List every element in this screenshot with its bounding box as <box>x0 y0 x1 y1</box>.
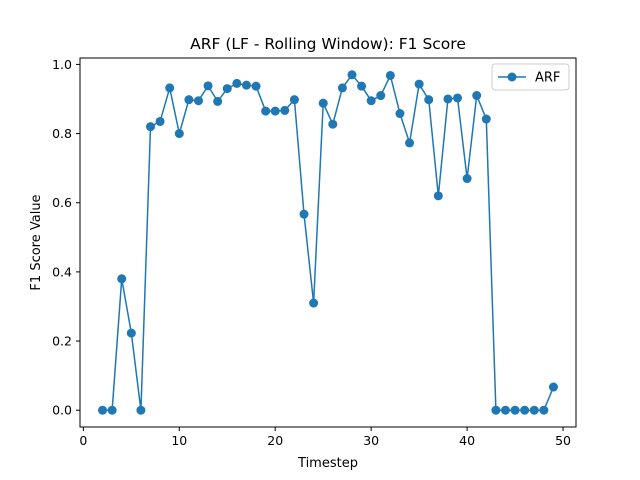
data-point <box>165 83 175 93</box>
y-tick-label: 1.0 <box>52 57 72 72</box>
data-point <box>232 78 242 88</box>
data-point <box>117 274 127 284</box>
data-point <box>424 95 434 105</box>
series-line <box>102 74 555 411</box>
data-point <box>414 79 424 89</box>
data-point <box>222 84 232 94</box>
data-point <box>376 91 386 101</box>
data-point <box>347 70 357 80</box>
data-point <box>481 114 491 124</box>
data-point <box>280 105 290 115</box>
x-tick-label: 0 <box>79 433 87 448</box>
chart-title: ARF (LF - Rolling Window): F1 Score <box>190 35 466 53</box>
x-tick-label: 40 <box>459 433 475 448</box>
data-point <box>251 81 261 91</box>
legend: ARF <box>491 63 570 91</box>
y-axis: 0.0 0.2 0.4 0.6 0.8 1.0 <box>52 57 80 418</box>
data-point <box>98 405 108 415</box>
data-point <box>146 122 156 132</box>
axes-frame <box>79 57 577 428</box>
data-point <box>174 129 184 139</box>
data-point <box>270 106 280 116</box>
data-point <box>261 106 271 116</box>
data-point <box>155 116 165 126</box>
data-point <box>500 405 510 415</box>
x-tick-label: 10 <box>171 433 187 448</box>
data-point <box>241 80 251 90</box>
y-tick-label: 0.4 <box>52 264 72 279</box>
y-tick-label: 0.0 <box>52 403 72 418</box>
data-point <box>328 119 338 129</box>
data-point <box>433 191 443 201</box>
legend-marker-swatch <box>507 72 517 82</box>
legend-label: ARF <box>535 71 560 86</box>
data-point <box>472 91 482 101</box>
data-point <box>453 93 463 103</box>
x-tick-label: 30 <box>363 433 379 448</box>
data-point <box>443 94 453 104</box>
x-axis: 0 10 20 30 40 50 <box>79 427 571 448</box>
y-axis-label: F1 Score Value <box>29 194 44 290</box>
data-point <box>405 138 415 148</box>
data-point <box>529 405 539 415</box>
plot-area <box>98 70 558 415</box>
data-point <box>385 70 395 80</box>
data-point <box>318 98 328 108</box>
x-tick-label: 50 <box>555 433 571 448</box>
x-tick-label: 20 <box>267 433 283 448</box>
data-point <box>213 96 223 106</box>
data-point <box>126 328 136 338</box>
data-point <box>136 405 146 415</box>
data-point <box>184 95 194 105</box>
data-point <box>357 81 367 91</box>
data-point <box>510 405 520 415</box>
data-point <box>203 81 213 91</box>
data-point <box>337 83 347 93</box>
data-point <box>193 96 203 106</box>
y-tick-label: 0.8 <box>52 126 72 141</box>
data-point <box>462 174 472 184</box>
legend-box <box>491 63 570 91</box>
data-point <box>299 209 309 219</box>
data-point <box>520 405 530 415</box>
data-point <box>309 298 319 308</box>
data-point <box>395 109 405 119</box>
data-point <box>491 405 501 415</box>
data-point <box>548 382 558 392</box>
data-point <box>289 95 299 105</box>
x-axis-label: Timestep <box>297 456 358 471</box>
y-tick-label: 0.2 <box>52 334 72 349</box>
data-point <box>107 405 117 415</box>
y-tick-label: 0.6 <box>52 195 72 210</box>
data-point <box>539 405 549 415</box>
data-point <box>366 96 376 106</box>
